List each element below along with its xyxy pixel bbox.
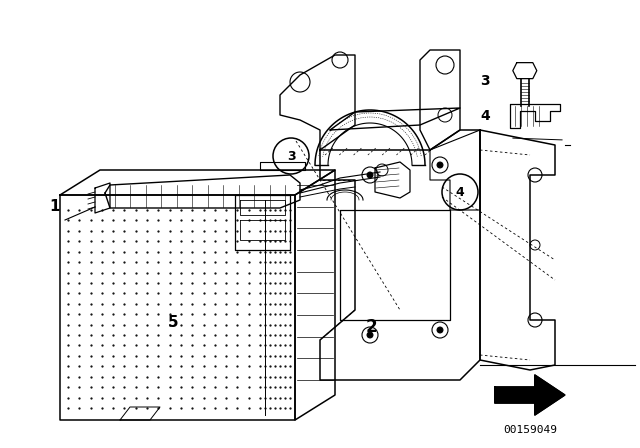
Text: 4: 4 bbox=[456, 185, 465, 198]
Text: 5: 5 bbox=[168, 315, 178, 330]
Circle shape bbox=[437, 327, 443, 333]
Text: 2: 2 bbox=[365, 318, 377, 336]
Circle shape bbox=[367, 332, 373, 338]
Text: 00159049: 00159049 bbox=[503, 425, 557, 435]
Circle shape bbox=[437, 162, 443, 168]
Text: 1: 1 bbox=[49, 198, 60, 214]
Polygon shape bbox=[495, 375, 564, 415]
Text: 3: 3 bbox=[480, 73, 490, 88]
Text: 3: 3 bbox=[287, 150, 295, 163]
Circle shape bbox=[367, 172, 373, 178]
Text: 4: 4 bbox=[480, 109, 490, 124]
